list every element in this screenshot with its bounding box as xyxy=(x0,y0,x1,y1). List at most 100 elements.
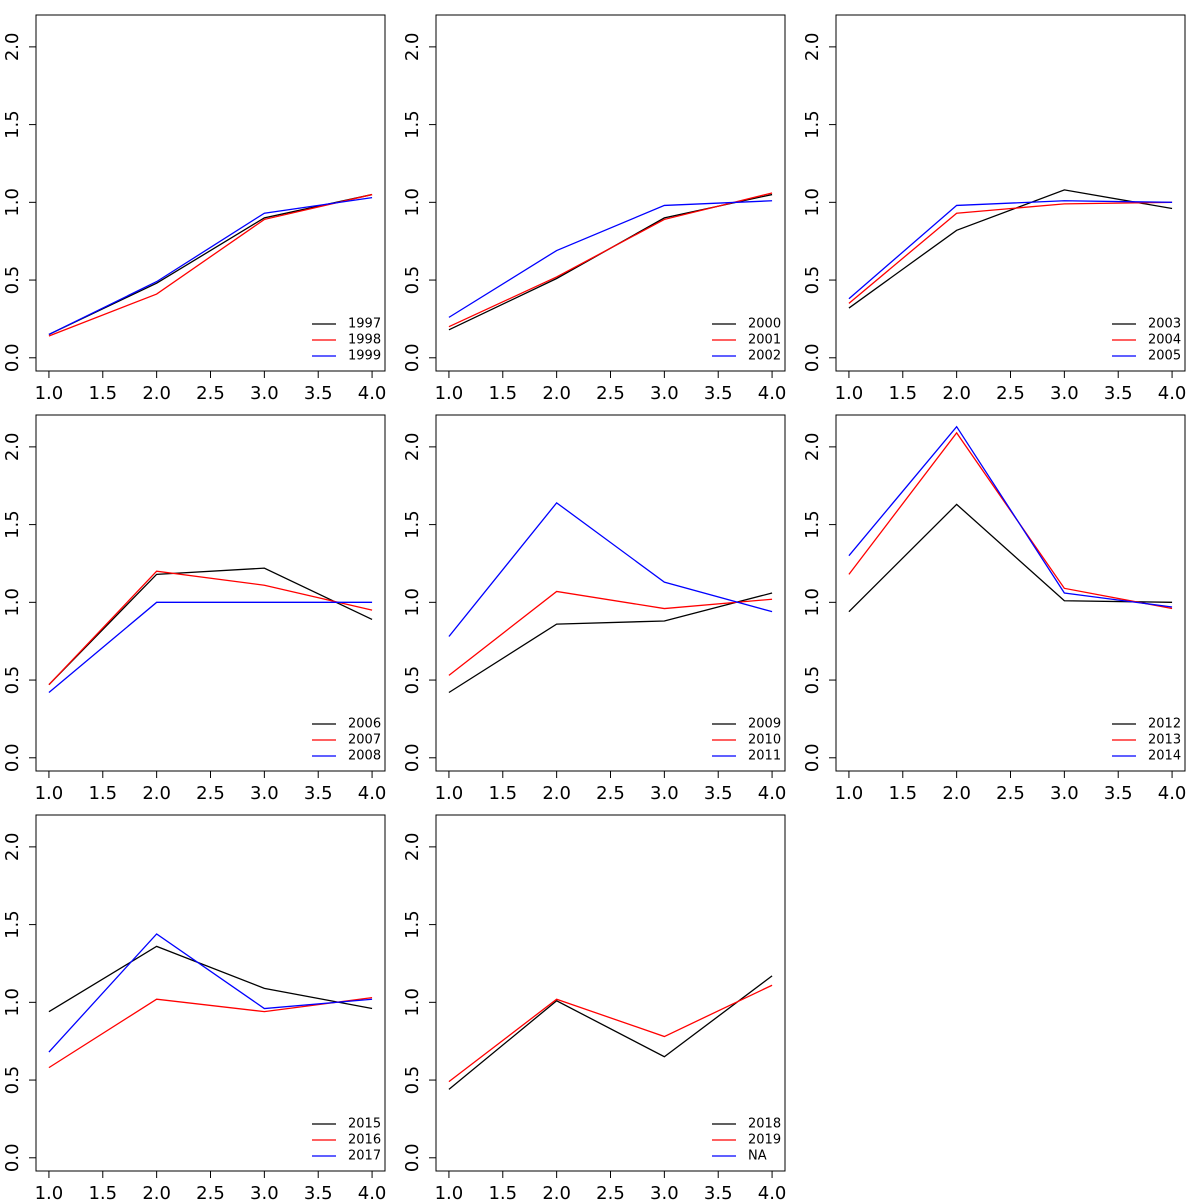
x-tick-label: 2.0 xyxy=(142,1183,171,1200)
series-line xyxy=(48,567,373,686)
legend-label: 2006 xyxy=(348,717,381,732)
y-tick-label: 2.0 xyxy=(802,433,823,462)
y-tick-label: 1.5 xyxy=(2,910,23,939)
x-tick-label: 3.0 xyxy=(650,1183,679,1200)
series-line xyxy=(48,193,373,337)
y-tick-label: 0.0 xyxy=(2,1143,23,1172)
y-tick-label: 0.5 xyxy=(402,266,423,295)
x-tick-label: 1.0 xyxy=(35,783,64,804)
x-tick-label: 3.5 xyxy=(704,383,733,404)
y-tick-label: 1.0 xyxy=(2,988,23,1017)
x-tick-label: 1.0 xyxy=(35,1183,64,1200)
series-line xyxy=(448,501,773,637)
y-tick-label: 1.5 xyxy=(402,110,423,139)
x-tick-label: 1.5 xyxy=(488,383,517,404)
y-tick-label: 0.5 xyxy=(802,666,823,695)
y-tick-label: 1.5 xyxy=(802,510,823,539)
legend-label: 2002 xyxy=(748,349,781,364)
x-tick-label: 1.5 xyxy=(88,383,117,404)
x-tick-label: 2.5 xyxy=(596,1183,625,1200)
y-tick-label: 2.0 xyxy=(2,833,23,862)
y-tick-label: 0.0 xyxy=(802,343,823,372)
y-tick-label: 2.0 xyxy=(402,433,423,462)
legend-label: 2005 xyxy=(1148,349,1181,364)
x-tick-label: 3.0 xyxy=(1050,783,1079,804)
legend-label: 2014 xyxy=(1148,749,1181,764)
y-tick-label: 0.5 xyxy=(802,266,823,295)
series-line xyxy=(448,193,773,331)
legend-label: 2016 xyxy=(348,1133,381,1148)
plot-frame xyxy=(435,14,786,372)
panel: 1.0 1.5 2.0 2.5 3.0 3.5 4.0 0.0 0.5 1.0 1.5 2.0 2003… xyxy=(802,14,1186,404)
y-tick-label: 0.0 xyxy=(2,343,23,372)
legend-label: 2012 xyxy=(1148,717,1181,732)
y-tick-label: 0.5 xyxy=(2,266,23,295)
x-tick-label: 3.0 xyxy=(650,783,679,804)
x-tick-label: 4.0 xyxy=(758,383,787,404)
y-tick-label: 0.5 xyxy=(2,666,23,695)
panel: 1.0 1.5 2.0 2.5 3.0 3.5 4.0 0.0 0.5 1.0 1.5 2.0 2006… xyxy=(2,414,386,804)
x-tick-label: 2.0 xyxy=(942,783,971,804)
y-tick-label: 0.0 xyxy=(402,343,423,372)
y-tick-label: 0.0 xyxy=(802,743,823,772)
x-tick-label: 4.0 xyxy=(758,1183,787,1200)
legend-label: 2018 xyxy=(748,1117,781,1132)
x-tick-label: 1.5 xyxy=(488,1183,517,1200)
x-tick-label: 3.5 xyxy=(704,1183,733,1200)
series-line xyxy=(848,431,1173,610)
x-tick-label: 2.5 xyxy=(596,783,625,804)
x-tick-label: 4.0 xyxy=(1158,783,1187,804)
legend-label: 2017 xyxy=(348,1149,381,1164)
legend-label: 2009 xyxy=(748,717,781,732)
panel: 1.0 1.5 2.0 2.5 3.0 3.5 4.0 0.0 0.5 1.0 1.5 2.0 2000… xyxy=(402,14,787,404)
x-tick-label: 1.0 xyxy=(835,383,864,404)
y-tick-label: 2.0 xyxy=(2,433,23,462)
legend-label: NA xyxy=(748,1149,767,1164)
y-tick-label: 0.0 xyxy=(402,743,423,772)
legend-label: 2007 xyxy=(348,733,381,748)
y-tick-label: 0.5 xyxy=(2,1066,23,1095)
panel: 1.0 1.5 2.0 2.5 3.0 3.5 4.0 0.0 0.5 1.0 1.5 2.0 2012… xyxy=(802,414,1187,804)
series-line xyxy=(448,192,773,328)
x-tick-label: 3.0 xyxy=(250,783,279,804)
series-line xyxy=(48,933,373,1053)
y-tick-label: 2.0 xyxy=(2,33,23,62)
legend-label: 1997 xyxy=(348,317,381,332)
x-tick-label: 3.5 xyxy=(1104,383,1133,404)
x-tick-label: 2.0 xyxy=(142,383,171,404)
x-tick-label: 2.5 xyxy=(196,1183,225,1200)
x-tick-label: 2.0 xyxy=(142,783,171,804)
y-tick-label: 0.5 xyxy=(402,1066,423,1095)
series-line xyxy=(848,200,1173,300)
x-tick-label: 1.5 xyxy=(88,1183,117,1200)
x-tick-label: 3.0 xyxy=(250,1183,279,1200)
series-line xyxy=(848,201,1173,304)
plot-frame xyxy=(35,414,386,772)
legend-label: 1998 xyxy=(348,333,381,348)
x-tick-label: 2.5 xyxy=(196,383,225,404)
x-tick-label: 3.5 xyxy=(304,783,333,804)
x-tick-label: 1.0 xyxy=(35,383,64,404)
panel: 1.0 1.5 2.0 2.5 3.0 3.5 4.0 0.0 0.5 1.0 1.5 2.0 2018… xyxy=(402,814,787,1200)
x-tick-label: 3.5 xyxy=(1104,783,1133,804)
x-tick-label: 4.0 xyxy=(358,383,387,404)
plot-frame xyxy=(835,414,1186,772)
y-tick-label: 0.0 xyxy=(402,1143,423,1172)
x-tick-label: 1.0 xyxy=(835,783,864,804)
x-tick-label: 2.5 xyxy=(596,383,625,404)
y-tick-label: 1.0 xyxy=(2,188,23,217)
x-tick-label: 1.0 xyxy=(435,383,464,404)
y-tick-label: 2.0 xyxy=(802,33,823,62)
legend-label: 2010 xyxy=(748,733,781,748)
x-tick-label: 2.0 xyxy=(542,783,571,804)
series-line xyxy=(448,984,773,1083)
y-tick-label: 1.0 xyxy=(802,188,823,217)
x-tick-label: 1.0 xyxy=(435,1183,464,1200)
series-line xyxy=(848,189,1173,309)
y-tick-label: 2.0 xyxy=(402,833,423,862)
x-tick-label: 2.0 xyxy=(542,383,571,404)
x-tick-label: 2.5 xyxy=(996,783,1025,804)
series-line xyxy=(848,425,1173,608)
plot-frame xyxy=(35,14,386,372)
y-tick-label: 1.5 xyxy=(2,510,23,539)
